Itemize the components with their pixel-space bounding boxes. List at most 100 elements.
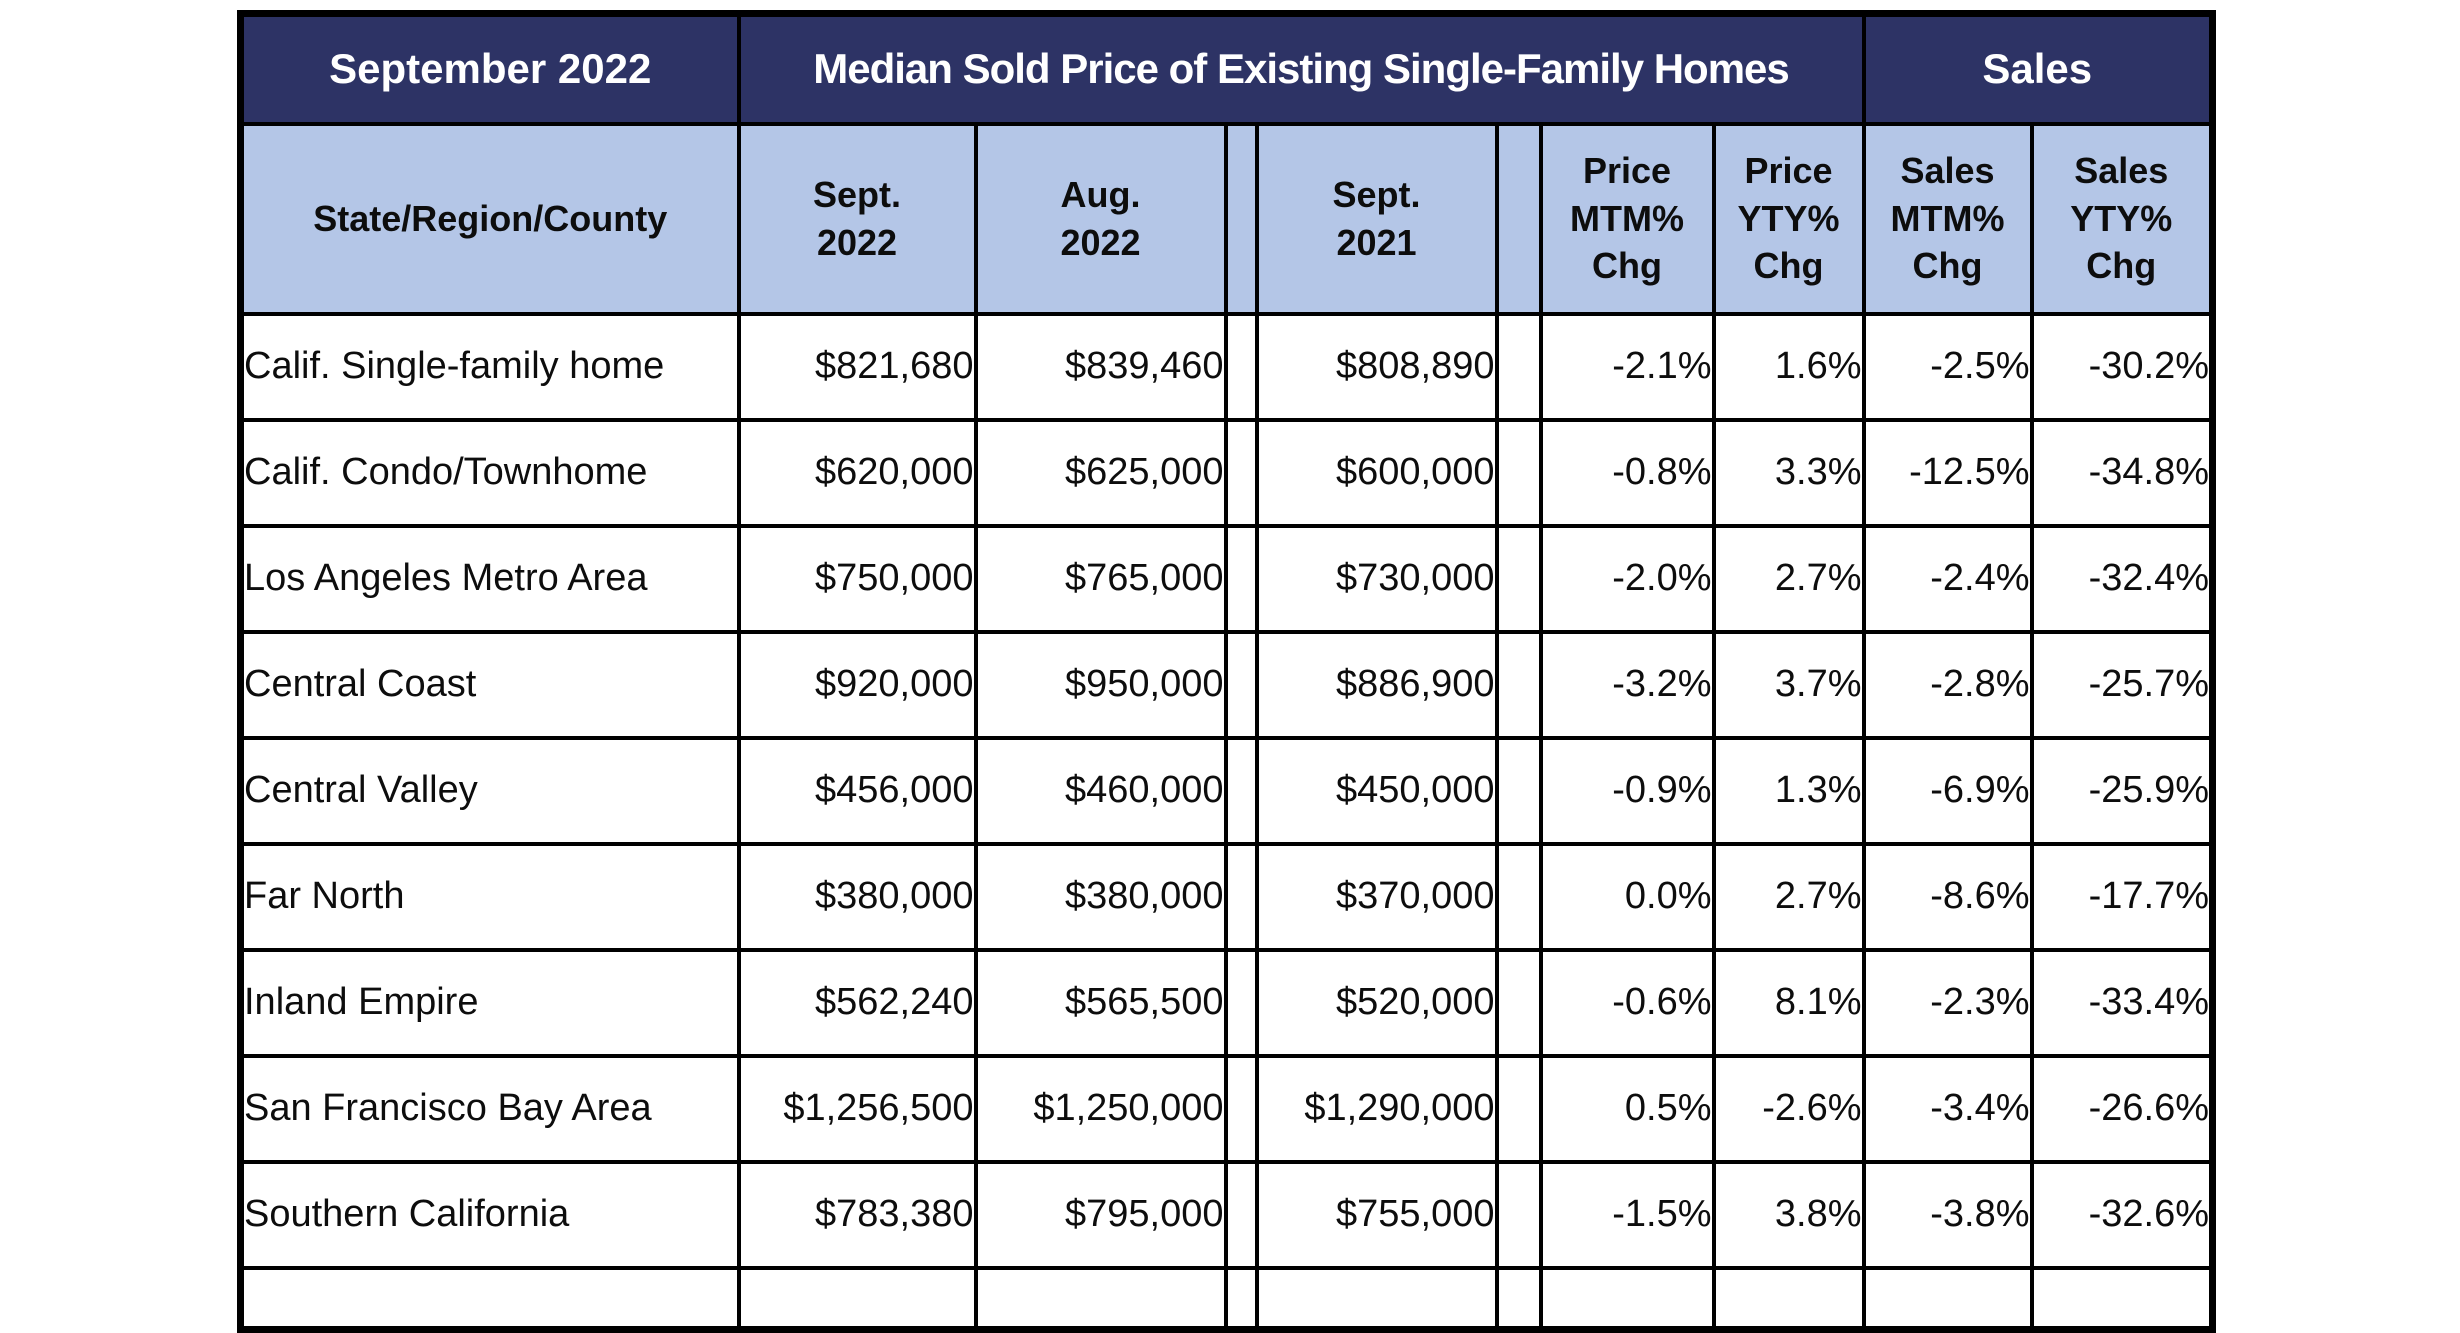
region-cell: Central Coast <box>238 629 741 740</box>
sept-2021-price-cell: $755,000 <box>1254 1159 1499 1270</box>
spacer-cell <box>1223 947 1259 1058</box>
sept-2022-price-cell: $750,000 <box>736 523 978 634</box>
sept-2022-price-cell: $783,380 <box>736 1159 978 1270</box>
sales-yty-cell: -32.4% <box>2029 523 2215 634</box>
table-row: Calif. Condo/Townhome $620,000 $625,000 … <box>238 417 2215 528</box>
region-cell: Los Angeles Metro Area <box>238 523 741 634</box>
price-yty-cell: 1.3% <box>1711 735 1866 846</box>
sales-section-header: Sales <box>1861 11 2215 126</box>
sales-yty-cell: -32.6% <box>2029 1159 2215 1270</box>
sept-2021-price-cell: $370,000 <box>1254 841 1499 952</box>
spacer-cell <box>1494 417 1543 528</box>
table-row: San Francisco Bay Area $1,256,500 $1,250… <box>238 1053 2215 1164</box>
sales-mtm-cell: -2.3% <box>1861 947 2034 1058</box>
column-header-price-yty: Price YTY% Chg <box>1711 121 1866 316</box>
spacer-header-cell <box>1223 121 1259 316</box>
price-yty-cell: 2.7% <box>1711 523 1866 634</box>
sept-2021-price-cell: $886,900 <box>1254 629 1499 740</box>
sept-2022-price-cell: $456,000 <box>736 735 978 846</box>
sales-mtm-cell: -8.6% <box>1861 841 2034 952</box>
sales-yty-cell: -17.7% <box>2029 841 2215 952</box>
spacer-cell <box>1223 1053 1259 1164</box>
table-row: Calif. Single-family home $821,680 $839,… <box>238 311 2215 422</box>
price-yty-cell: 2.7% <box>1711 841 1866 952</box>
price-yty-cell: 3.8% <box>1711 1159 1866 1270</box>
aug-2022-price-cell: $795,000 <box>973 1159 1228 1270</box>
spacer-cell <box>1223 311 1259 422</box>
spacer-cell <box>1223 417 1259 528</box>
sales-mtm-cell: -12.5% <box>1861 417 2034 528</box>
sales-mtm-cell: -3.4% <box>1861 1053 2034 1164</box>
table-row: Inland Empire $562,240 $565,500 $520,000… <box>238 947 2215 1058</box>
sales-mtm-cell: -6.9% <box>1861 735 2034 846</box>
spacer-cell <box>1223 1159 1259 1270</box>
sept-2021-price-cell: $600,000 <box>1254 417 1499 528</box>
spacer-cell <box>1494 947 1543 1058</box>
spacer-cell <box>1494 735 1543 846</box>
sales-yty-cell: -25.7% <box>2029 629 2215 740</box>
table-row: Central Valley $456,000 $460,000 $450,00… <box>238 735 2215 846</box>
region-cell: Far North <box>238 841 741 952</box>
column-header-sales-yty: Sales YTY% Chg <box>2029 121 2215 316</box>
aug-2022-price-cell: $380,000 <box>973 841 1228 952</box>
report-table-container: September 2022 Median Sold Price of Exis… <box>237 10 2217 1333</box>
sales-mtm-cell: -3.8% <box>1861 1159 2034 1270</box>
spacer-cell <box>1223 629 1259 740</box>
sept-2022-price-cell: $920,000 <box>736 629 978 740</box>
aug-2022-price-cell: $460,000 <box>973 735 1228 846</box>
sept-2021-price-cell: $730,000 <box>1254 523 1499 634</box>
price-yty-cell: 3.7% <box>1711 629 1866 740</box>
table-row: Central Coast $920,000 $950,000 $886,900… <box>238 629 2215 740</box>
spacer-header-cell <box>1494 121 1543 316</box>
price-mtm-cell: -2.0% <box>1538 523 1716 634</box>
price-yty-cell: 3.3% <box>1711 417 1866 528</box>
sales-mtm-cell: -2.4% <box>1861 523 2034 634</box>
price-yty-cell: 1.6% <box>1711 311 1866 422</box>
sept-2022-price-cell: $380,000 <box>736 841 978 952</box>
sales-yty-cell: -26.6% <box>2029 1053 2215 1164</box>
spacer-cell <box>1223 735 1259 846</box>
table-row: Far North $380,000 $380,000 $370,000 0.0… <box>238 841 2215 952</box>
spacer-cell <box>1223 523 1259 634</box>
aug-2022-price-cell: $950,000 <box>973 629 1228 740</box>
price-yty-cell: 8.1% <box>1711 947 1866 1058</box>
sept-2021-price-cell: $450,000 <box>1254 735 1499 846</box>
price-mtm-cell: 0.0% <box>1538 841 1716 952</box>
sept-2022-price-cell: $821,680 <box>736 311 978 422</box>
sales-mtm-cell: -2.5% <box>1861 311 2034 422</box>
price-mtm-cell: -1.5% <box>1538 1159 1716 1270</box>
price-mtm-cell: 0.5% <box>1538 1053 1716 1164</box>
sept-2021-price-cell: $520,000 <box>1254 947 1499 1058</box>
column-header-aug-2022: Aug. 2022 <box>973 121 1228 316</box>
page: { "colors": { "header_navy": "#2D3365", … <box>237 10 2217 1333</box>
sept-2021-price-cell: $808,890 <box>1254 311 1499 422</box>
spacer-cell <box>1494 1159 1543 1270</box>
median-price-section-header: Median Sold Price of Existing Single-Fam… <box>736 11 1866 126</box>
median-price-sales-table: September 2022 Median Sold Price of Exis… <box>237 10 2217 1333</box>
spacer-cell <box>1223 841 1259 952</box>
table-row-partial <box>238 1265 2215 1332</box>
region-cell: Southern California <box>238 1159 741 1270</box>
spacer-cell <box>1494 629 1543 740</box>
sept-2021-price-cell: $1,290,000 <box>1254 1053 1499 1164</box>
price-mtm-cell: -0.9% <box>1538 735 1716 846</box>
price-mtm-cell: -0.8% <box>1538 417 1716 528</box>
aug-2022-price-cell: $625,000 <box>973 417 1228 528</box>
sales-yty-cell: -34.8% <box>2029 417 2215 528</box>
column-header-sales-mtm: Sales MTM% Chg <box>1861 121 2034 316</box>
spacer-cell <box>1494 311 1543 422</box>
sept-2022-price-cell: $620,000 <box>736 417 978 528</box>
sales-yty-cell: -30.2% <box>2029 311 2215 422</box>
region-cell: Central Valley <box>238 735 741 846</box>
aug-2022-price-cell: $839,460 <box>973 311 1228 422</box>
region-cell: Inland Empire <box>238 947 741 1058</box>
section-header-row: September 2022 Median Sold Price of Exis… <box>238 11 2215 126</box>
aug-2022-price-cell: $565,500 <box>973 947 1228 1058</box>
region-cell: Calif. Condo/Townhome <box>238 417 741 528</box>
column-header-sept-2022: Sept. 2022 <box>736 121 978 316</box>
column-header-region: State/Region/County <box>238 121 741 316</box>
aug-2022-price-cell: $1,250,000 <box>973 1053 1228 1164</box>
region-cell: San Francisco Bay Area <box>238 1053 741 1164</box>
price-mtm-cell: -0.6% <box>1538 947 1716 1058</box>
sales-yty-cell: -33.4% <box>2029 947 2215 1058</box>
